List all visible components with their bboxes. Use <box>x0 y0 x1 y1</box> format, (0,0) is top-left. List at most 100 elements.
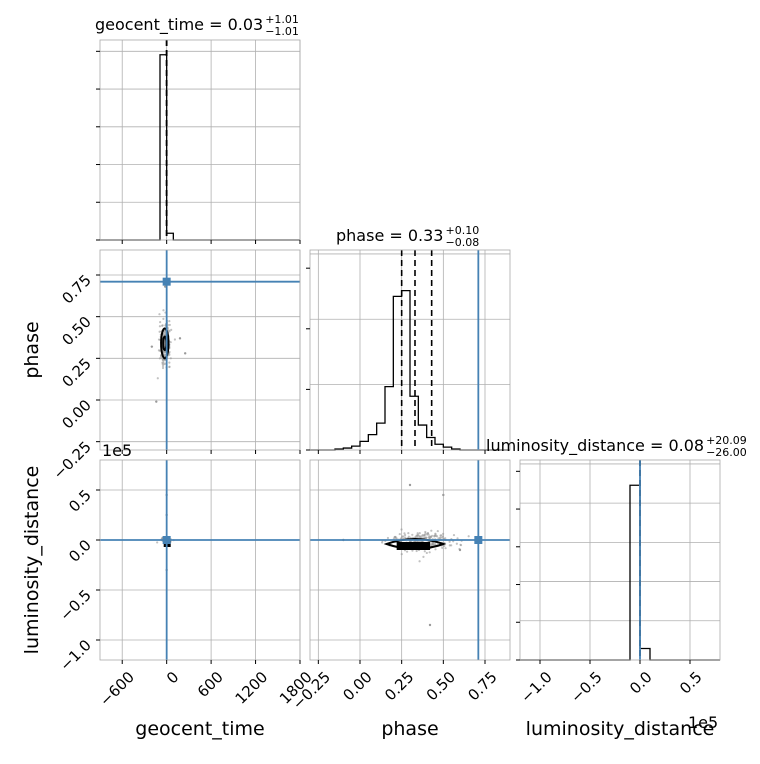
scatter-phase-vs-geocent-time-point <box>169 357 172 360</box>
scatter-distance-vs-phase-outlier <box>458 548 462 552</box>
y-tick-label: 0.25 <box>58 354 94 390</box>
panel-phase-hist-frame <box>309 249 511 451</box>
title-main: geocent_time = 0.03 <box>95 15 263 35</box>
scatter-phase-vs-geocent-time-point <box>173 338 177 341</box>
scatter-distance-vs-phase-point <box>443 544 446 548</box>
truth-marker <box>162 536 171 544</box>
y-tick-label: 0.00 <box>58 396 94 432</box>
x-tick-label: 0.0 <box>626 668 656 698</box>
scatter-phase-vs-geocent-time-outlier <box>178 337 182 340</box>
scatter-distance-vs-phase-point <box>407 535 410 538</box>
scatter-phase-vs-geocent-time-point <box>168 330 171 333</box>
histogram-phase-step <box>310 289 510 451</box>
y-axis-label-luminosity-distance: luminosity_distance <box>21 466 43 655</box>
scatter-distance-vs-phase-point <box>418 560 421 563</box>
scatter-distance-vs-geocent-time-point <box>156 541 159 544</box>
x-tick-label: 600 <box>194 668 227 701</box>
scatter-distance-vs-phase-point <box>440 534 443 537</box>
scatter-phase-vs-geocent-time-point <box>158 313 161 316</box>
scatter-distance-vs-phase-point <box>415 549 418 553</box>
scatter-distance-vs-phase-point <box>403 532 406 535</box>
scatter-distance-vs-phase-outlier <box>442 493 445 497</box>
panel-distance-vs-phase-frame <box>309 459 511 661</box>
x-tick-label: 0.75 <box>464 668 500 704</box>
scatter-distance-vs-phase-point <box>418 535 421 538</box>
scatter-distance-vs-phase-point <box>400 552 403 556</box>
scatter-distance-vs-phase-point <box>456 537 459 540</box>
y-tick-label: −0.25 <box>50 438 95 483</box>
x-tick-label: 0 <box>163 668 182 687</box>
scatter-distance-vs-phase-point <box>400 528 403 531</box>
x-axis-label-geocent-time: geocent_time <box>135 718 264 740</box>
scatter-distance-vs-phase-point <box>455 542 458 545</box>
title-phase: phase = 0.33 +0.10−0.08 <box>336 224 479 249</box>
scatter-distance-vs-phase-point <box>450 544 453 547</box>
scatter-phase-vs-geocent-time-outlier <box>183 352 187 355</box>
contour-inner-distance-phase <box>396 542 430 550</box>
scatter-phase-vs-geocent-time-point <box>168 350 171 354</box>
title-minus-error: −1.01 <box>265 25 299 38</box>
panel-phase-vs-geocent-time-frame <box>99 249 301 451</box>
scatter-distance-vs-phase-point <box>429 544 433 547</box>
truth-marker <box>162 277 171 286</box>
scatter-distance-vs-phase-point <box>394 536 397 540</box>
histogram-geocent-time <box>100 40 300 241</box>
contour-outer-phase-geocent-time <box>160 327 170 360</box>
scatter-phase-vs-geocent-time-point <box>161 366 165 370</box>
x-tick-label: 1200 <box>232 668 272 708</box>
x-axis-label-luminosity-distance: luminosity_distance <box>526 718 715 740</box>
title-geocent-time: geocent_time = 0.03 +1.01−1.01 <box>95 13 299 38</box>
scatter-distance-vs-phase-outlier <box>408 483 412 487</box>
scatter-distance-vs-phase-point <box>442 532 445 535</box>
x-tick-label: −600 <box>96 668 138 710</box>
scatter-distance-vs-phase-point <box>459 544 463 547</box>
panel-distance-hist-frame <box>519 459 721 661</box>
scatter-distance-vs-phase-point <box>400 537 403 540</box>
scatter-phase-vs-geocent-time-point <box>156 377 159 380</box>
scatter-distance-vs-phase-point <box>424 536 428 539</box>
scatter-phase-vs-geocent-time-point <box>170 328 173 331</box>
y-tick-label: 0.50 <box>58 313 94 349</box>
scatter-phase-vs-geocent-time-point <box>158 325 162 328</box>
scatter-distance-vs-phase-point <box>437 537 440 540</box>
scatter-phase-vs-geocent-time-point <box>168 323 171 327</box>
y-offset-text-luminosity-distance: 1e5 <box>102 441 132 460</box>
scatter-distance-vs-phase-point <box>416 534 419 537</box>
scatter-distance-vs-geocent-time <box>156 493 175 572</box>
title-main: phase = 0.33 <box>336 226 443 245</box>
truth-distance-vs-geocent-time <box>100 460 300 660</box>
scatter-distance-vs-phase-outlier <box>428 623 432 627</box>
scatter-distance-vs-phase-point <box>428 535 431 538</box>
scatter-distance-vs-phase-point <box>433 535 436 538</box>
truth-distance-vs-phase <box>310 460 510 660</box>
scatter-phase-vs-geocent-time-point <box>157 349 161 352</box>
scatter-distance-vs-phase-point <box>436 529 439 533</box>
title-plus-error: +1.01 <box>265 13 299 26</box>
scatter-phase-vs-geocent-time-point <box>160 356 163 359</box>
scatter-distance-vs-phase-point <box>422 534 425 537</box>
title-plus-error: +0.10 <box>445 224 479 237</box>
scatter-distance-vs-phase-point <box>428 551 431 554</box>
x-offset-text-luminosity-distance: 1e5 <box>688 713 718 732</box>
scatter-distance-vs-phase-point <box>411 549 414 552</box>
scatter-distance-vs-phase-point <box>386 536 390 540</box>
truth-phase-vs-geocent-time <box>100 250 300 450</box>
scatter-distance-vs-phase-point <box>405 550 409 553</box>
title-plus-error: +20.09 <box>706 434 747 447</box>
scatter-distance-vs-phase-point <box>407 532 410 535</box>
scatter-phase-vs-geocent-time-outlier <box>155 400 158 403</box>
scatter-phase-vs-geocent-time-point <box>168 320 171 323</box>
scatter-phase-vs-geocent-time-point <box>158 330 161 333</box>
scatter-distance-vs-phase-point <box>467 535 470 538</box>
panel-distance-vs-geocent-time-frame <box>99 459 301 661</box>
scatter-phase-vs-geocent-time-outlier <box>150 345 154 348</box>
scatter-distance-vs-phase-point <box>398 532 401 536</box>
scatter-distance-vs-phase-point <box>452 533 456 537</box>
scatter-distance-vs-phase-point <box>418 532 421 535</box>
panel-geocent-time-hist-frame <box>99 39 301 241</box>
x-tick-label: 0.00 <box>339 668 375 704</box>
scatter-phase-vs-geocent-time-point <box>162 363 165 366</box>
y-tick-label: −1.0 <box>56 636 94 674</box>
